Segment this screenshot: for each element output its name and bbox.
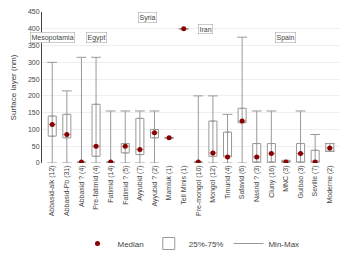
- svg-text:450: 450: [28, 8, 40, 15]
- svg-text:Mamluk (1): Mamluk (1): [165, 165, 173, 200]
- svg-text:Ayyubid (7): Ayyubid (7): [136, 165, 144, 200]
- svg-text:25%-75%: 25%-75%: [189, 240, 224, 249]
- svg-text:Iran: Iran: [200, 26, 212, 33]
- svg-text:350: 350: [28, 42, 40, 49]
- svg-text:Seville (7): Seville (7): [311, 165, 319, 196]
- svg-text:Abbasid ? (4): Abbasid ? (4): [78, 165, 86, 207]
- svg-text:MNC (3): MNC (3): [282, 165, 290, 191]
- svg-text:Fatimid (14): Fatimid (14): [107, 165, 115, 202]
- svg-text:Nasrid ? (3): Nasrid ? (3): [253, 165, 261, 202]
- svg-text:Syria: Syria: [140, 14, 156, 22]
- svg-text:Fatimid ? (5): Fatimid ? (5): [122, 165, 130, 204]
- svg-text:250: 250: [28, 76, 40, 83]
- svg-text:Mongol (12): Mongol (12): [209, 165, 217, 202]
- svg-text:400: 400: [28, 25, 40, 32]
- svg-text:Surface layer (nm): Surface layer (nm): [9, 54, 18, 120]
- svg-text:50: 50: [32, 143, 40, 150]
- svg-text:Pre-fatimid (4): Pre-fatimid (4): [92, 165, 100, 209]
- svg-text:0: 0: [36, 159, 40, 166]
- svg-text:200: 200: [28, 92, 40, 99]
- svg-text:Median: Median: [118, 240, 144, 249]
- svg-text:Abbasid-Pb (31): Abbasid-Pb (31): [63, 165, 71, 216]
- svg-text:Cluny (16): Cluny (16): [268, 165, 276, 197]
- svg-text:Safavid (6): Safavid (6): [238, 165, 246, 199]
- svg-text:Timurid (4): Timurid (4): [224, 165, 232, 199]
- svg-text:Min-Max: Min-Max: [268, 240, 299, 249]
- svg-text:Pre-mongol (10): Pre-mongol (10): [195, 165, 203, 216]
- svg-text:150: 150: [28, 109, 40, 116]
- svg-text:Mesopotamia: Mesopotamia: [32, 34, 74, 42]
- svg-text:Spain: Spain: [277, 34, 295, 42]
- svg-text:300: 300: [28, 59, 40, 66]
- svg-text:Moderne (2): Moderne (2): [326, 165, 334, 203]
- svg-text:100: 100: [28, 126, 40, 133]
- svg-text:Tell Minis (1): Tell Minis (1): [180, 165, 188, 204]
- svg-text:Ayyubid ? (2): Ayyubid ? (2): [151, 165, 159, 206]
- svg-text:Guibao (3): Guibao (3): [297, 165, 305, 198]
- svg-text:Egypt: Egypt: [88, 34, 106, 42]
- svg-text:Abbasid-alk (12): Abbasid-alk (12): [49, 165, 57, 216]
